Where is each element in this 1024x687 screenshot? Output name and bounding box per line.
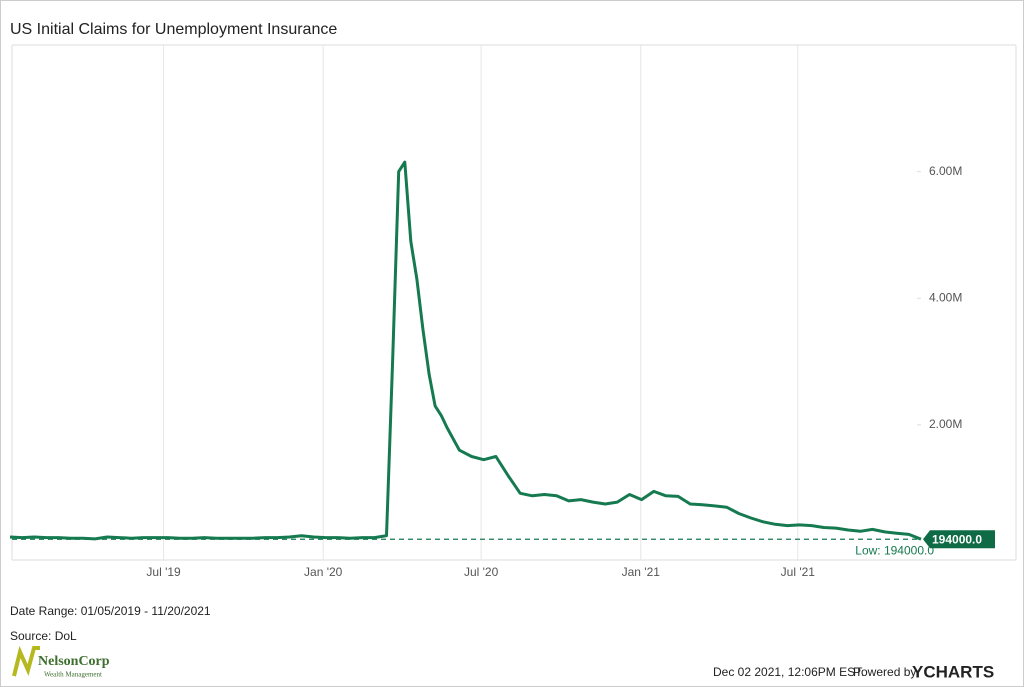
powered-by: Powered by bbox=[853, 665, 916, 679]
brand: YCHARTS bbox=[912, 662, 994, 681]
logo: NelsonCorp Wealth Management bbox=[12, 645, 110, 679]
x-tick-label: Jan '20 bbox=[304, 565, 343, 579]
date-range: Date Range: 01/05/2019 - 11/20/2021 bbox=[10, 604, 211, 618]
logo-name: NelsonCorp bbox=[38, 654, 110, 669]
y-tick-label: 2.00M bbox=[929, 417, 962, 431]
x-tick-label: Jul '21 bbox=[781, 565, 816, 579]
chart-title: US Initial Claims for Unemployment Insur… bbox=[10, 21, 337, 38]
y-tick-label: 6.00M bbox=[929, 164, 962, 178]
line bbox=[9, 160, 922, 541]
x-tick-label: Jul '20 bbox=[464, 565, 499, 579]
source: Source: DoL bbox=[10, 629, 77, 643]
end-badge bbox=[923, 530, 995, 549]
low-label: Low: 194000.0 bbox=[855, 543, 934, 557]
logo-sub: Wealth Management bbox=[44, 671, 102, 679]
timestamp: Dec 02 2021, 12:06PM EST. bbox=[713, 665, 864, 679]
end-label: 194000.0 bbox=[932, 532, 982, 546]
y-tick-label: 4.00M bbox=[929, 290, 962, 304]
x-tick-label: Jul '19 bbox=[146, 565, 181, 579]
x-tick-label: Jan '21 bbox=[622, 565, 661, 579]
logo-mark bbox=[12, 645, 40, 677]
